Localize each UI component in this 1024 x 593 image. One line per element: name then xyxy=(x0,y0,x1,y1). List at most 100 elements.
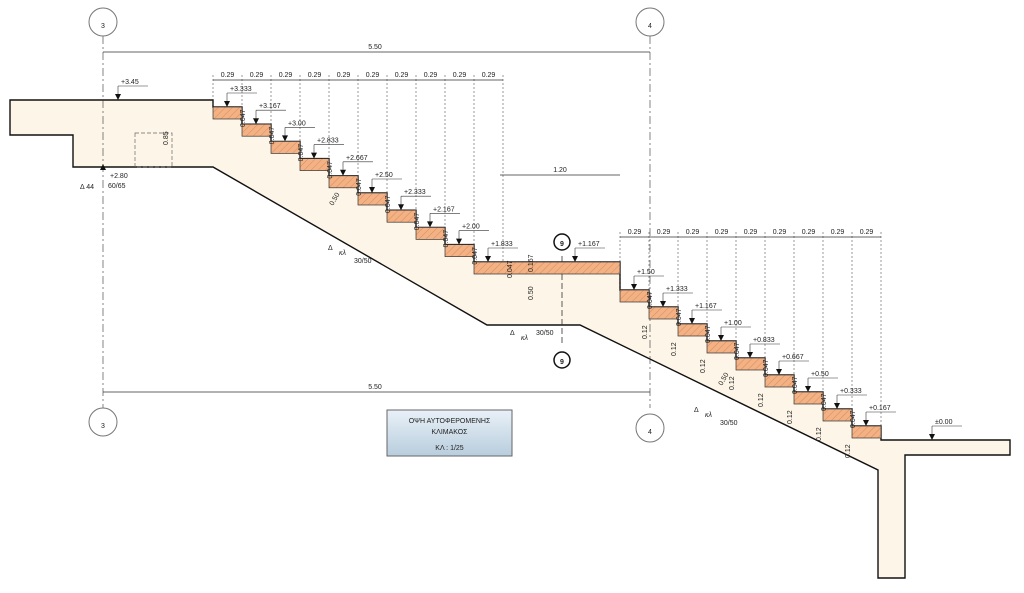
label: 4 xyxy=(648,429,652,436)
label: 0.29 xyxy=(657,229,671,236)
label: 0.29 xyxy=(802,229,816,236)
label: +1.50 xyxy=(637,269,655,276)
label: +1.333 xyxy=(666,286,688,293)
label: +2.833 xyxy=(317,138,339,145)
label: 0.29 xyxy=(831,229,845,236)
label: κλ xyxy=(705,412,713,419)
label: 30/50 xyxy=(720,420,738,427)
label: 1.20 xyxy=(553,167,567,174)
label: +3.00 xyxy=(288,120,306,127)
level-marker xyxy=(253,118,259,125)
label: 0.047 xyxy=(414,213,421,231)
level-marker xyxy=(100,164,106,170)
tread-finish xyxy=(241,123,272,137)
label: 60/65 xyxy=(108,183,126,190)
label: 30/50 xyxy=(354,258,372,265)
label: +1.833 xyxy=(491,241,513,248)
tread-finish xyxy=(822,408,853,422)
label: 3 xyxy=(101,23,105,30)
label: +0.333 xyxy=(840,388,862,395)
label: 0.047 xyxy=(298,144,305,162)
label: 3 xyxy=(101,423,105,430)
concrete xyxy=(9,99,1011,579)
label: 0.85 xyxy=(163,131,170,145)
level-marker xyxy=(718,335,724,341)
level-marker xyxy=(311,152,317,159)
tread-finish xyxy=(212,106,243,120)
tread-finish xyxy=(444,244,475,257)
label: +3.333 xyxy=(230,86,252,93)
tread-finish xyxy=(619,289,650,303)
level-marker xyxy=(398,204,404,211)
level-marker xyxy=(805,386,811,392)
label: 0.29 xyxy=(773,229,787,236)
title-block xyxy=(386,409,513,457)
label: +2.333 xyxy=(404,189,426,196)
level-marker xyxy=(631,284,637,290)
axis-bubble xyxy=(635,413,665,443)
label: +1.00 xyxy=(724,320,742,327)
label: 0.12 xyxy=(816,427,823,441)
label: 0.29 xyxy=(860,229,874,236)
tread-finish xyxy=(706,340,737,354)
label: 0.29 xyxy=(221,72,235,79)
axis-bubble xyxy=(88,7,118,37)
label: 5.50 xyxy=(368,44,382,51)
level-marker xyxy=(572,256,578,262)
label: ±0.00 xyxy=(935,419,953,426)
label: 0.29 xyxy=(715,229,729,236)
label: Δ xyxy=(694,407,699,414)
label: +2.667 xyxy=(346,155,368,162)
label: 0.167 xyxy=(528,254,535,272)
level-marker xyxy=(834,403,840,409)
level-marker xyxy=(863,420,869,426)
label: 0.047 xyxy=(734,342,741,360)
beam-outline xyxy=(134,132,173,168)
level-marker xyxy=(747,352,753,358)
label: 0.29 xyxy=(628,229,642,236)
label: 0.12 xyxy=(700,359,707,373)
label: 0.29 xyxy=(453,72,467,79)
axis-bubble xyxy=(635,7,665,37)
label: 0.047 xyxy=(821,393,828,411)
label: 9 xyxy=(560,359,564,366)
level-marker xyxy=(224,101,230,107)
label: +3.45 xyxy=(121,79,139,86)
label: 0.047 xyxy=(443,230,450,248)
label: 0.29 xyxy=(395,72,409,79)
label: +2.50 xyxy=(375,172,393,179)
label: κλ xyxy=(339,250,347,257)
level-marker xyxy=(427,221,433,228)
level-marker xyxy=(369,187,375,193)
label: +0.167 xyxy=(869,405,891,412)
label: 0.29 xyxy=(337,72,351,79)
label: κλ xyxy=(521,335,529,342)
label: 0.047 xyxy=(850,410,857,428)
label: 0.047 xyxy=(356,178,363,196)
level-marker xyxy=(485,256,491,262)
label: ΚΛ : 1/25 xyxy=(435,445,464,452)
label: +2.00 xyxy=(462,224,480,231)
label: +1.167 xyxy=(578,241,600,248)
label: +0.833 xyxy=(753,337,775,344)
label: Δ xyxy=(328,245,333,252)
label: +2.80 xyxy=(110,173,128,180)
label: 0.12 xyxy=(671,342,678,356)
label: 0.29 xyxy=(482,72,496,79)
label: +2.167 xyxy=(433,206,455,213)
level-marker xyxy=(282,135,288,142)
level-marker xyxy=(660,301,666,307)
label: 0.047 xyxy=(676,308,683,326)
label: 0.047 xyxy=(327,161,334,179)
level-marker xyxy=(115,94,121,100)
label: 30/50 xyxy=(536,330,554,337)
label: 0.047 xyxy=(647,291,654,309)
label: 0.50 xyxy=(528,286,535,300)
label: 5.50 xyxy=(368,384,382,391)
section-mark xyxy=(553,351,571,369)
tread-finish xyxy=(851,425,882,439)
label: 0.047 xyxy=(240,109,247,127)
label: +1.167 xyxy=(695,303,717,310)
label: Δ xyxy=(510,330,515,337)
